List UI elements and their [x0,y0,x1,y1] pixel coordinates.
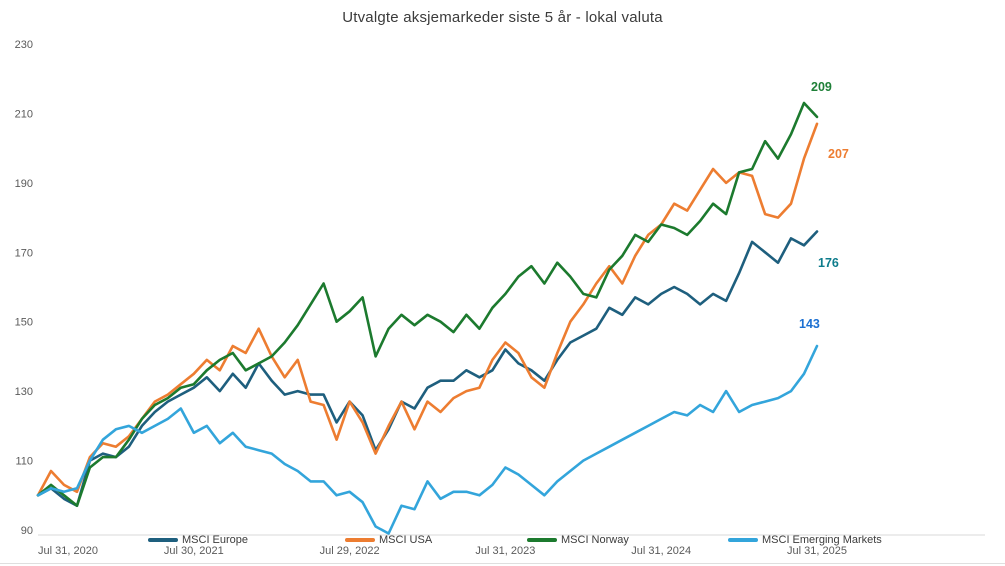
end-value-label-msci-usa: 207 [828,147,849,161]
page-bottom-divider [0,563,1005,564]
legend-swatch-msci-usa [345,537,375,542]
chart-title: Utvalgte aksjemarkeder siste 5 år - loka… [342,9,663,26]
end-value-label-msci-emerging-markets: 143 [799,317,820,331]
legend-item-msci-norway[interactable]: MSCI Norway [527,533,629,546]
legend-swatch-msci-europe [148,537,178,542]
legend-swatch-msci-norway [527,537,557,542]
end-value-label-msci-norway: 209 [811,80,832,94]
legend-item-msci-emerging-markets[interactable]: MSCI Emerging Markets [728,533,882,546]
legend-swatch-msci-emerging-markets [728,537,758,542]
legend-item-msci-usa[interactable]: MSCI USA [345,533,432,546]
legend-label-msci-usa: MSCI USA [379,533,433,546]
end-value-label-msci-europe: 176 [818,256,839,270]
legend-label-msci-europe: MSCI Europe [182,533,249,546]
legend-label-msci-norway: MSCI Norway [561,533,629,546]
legend-label-msci-emerging-markets: MSCI Emerging Markets [762,533,882,546]
legend-item-msci-europe[interactable]: MSCI Europe [148,533,248,546]
